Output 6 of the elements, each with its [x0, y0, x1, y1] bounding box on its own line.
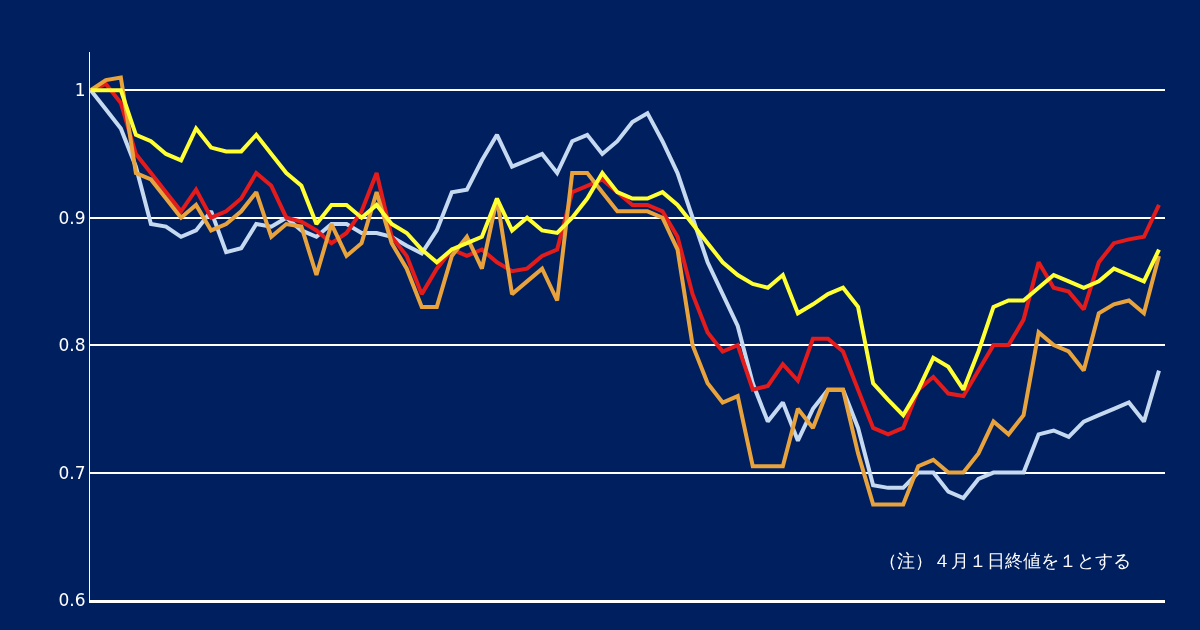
y-tick-label: 0.9	[58, 207, 86, 228]
y-tick-label: 0.6	[58, 589, 86, 610]
annotation: （注）４月１日終値を１とする	[879, 550, 1131, 571]
y-tick-label: 1	[74, 80, 86, 101]
y-tick-label: 0.8	[58, 335, 86, 356]
y-tick-label: 0.7	[58, 462, 86, 483]
